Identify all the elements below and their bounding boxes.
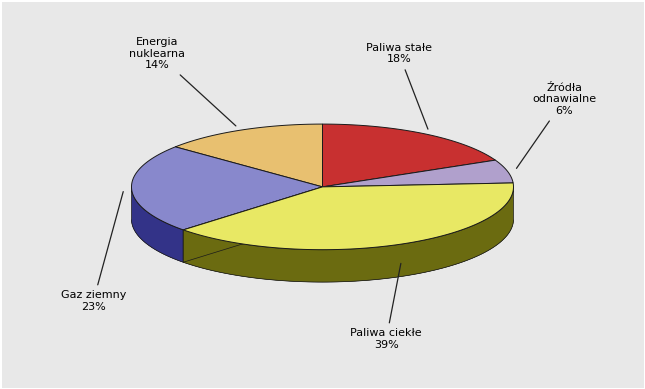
Text: Gaz ziemny
23%: Gaz ziemny 23%: [61, 192, 126, 312]
Text: Paliwa ciekłe
39%: Paliwa ciekłe 39%: [350, 263, 422, 350]
Text: Paliwa stałe
18%: Paliwa stałe 18%: [366, 43, 432, 129]
Polygon shape: [183, 219, 513, 282]
Polygon shape: [183, 187, 322, 262]
Text: Energia
nuklearna
14%: Energia nuklearna 14%: [129, 37, 236, 126]
Polygon shape: [132, 147, 322, 230]
Polygon shape: [183, 187, 513, 282]
Polygon shape: [183, 183, 513, 250]
Text: Źródła
odnawialne
6%: Źródła odnawialne 6%: [517, 83, 597, 168]
Polygon shape: [322, 124, 495, 187]
Polygon shape: [132, 219, 322, 262]
Polygon shape: [175, 124, 322, 187]
Polygon shape: [183, 187, 322, 262]
Polygon shape: [132, 187, 183, 262]
Polygon shape: [322, 160, 513, 187]
